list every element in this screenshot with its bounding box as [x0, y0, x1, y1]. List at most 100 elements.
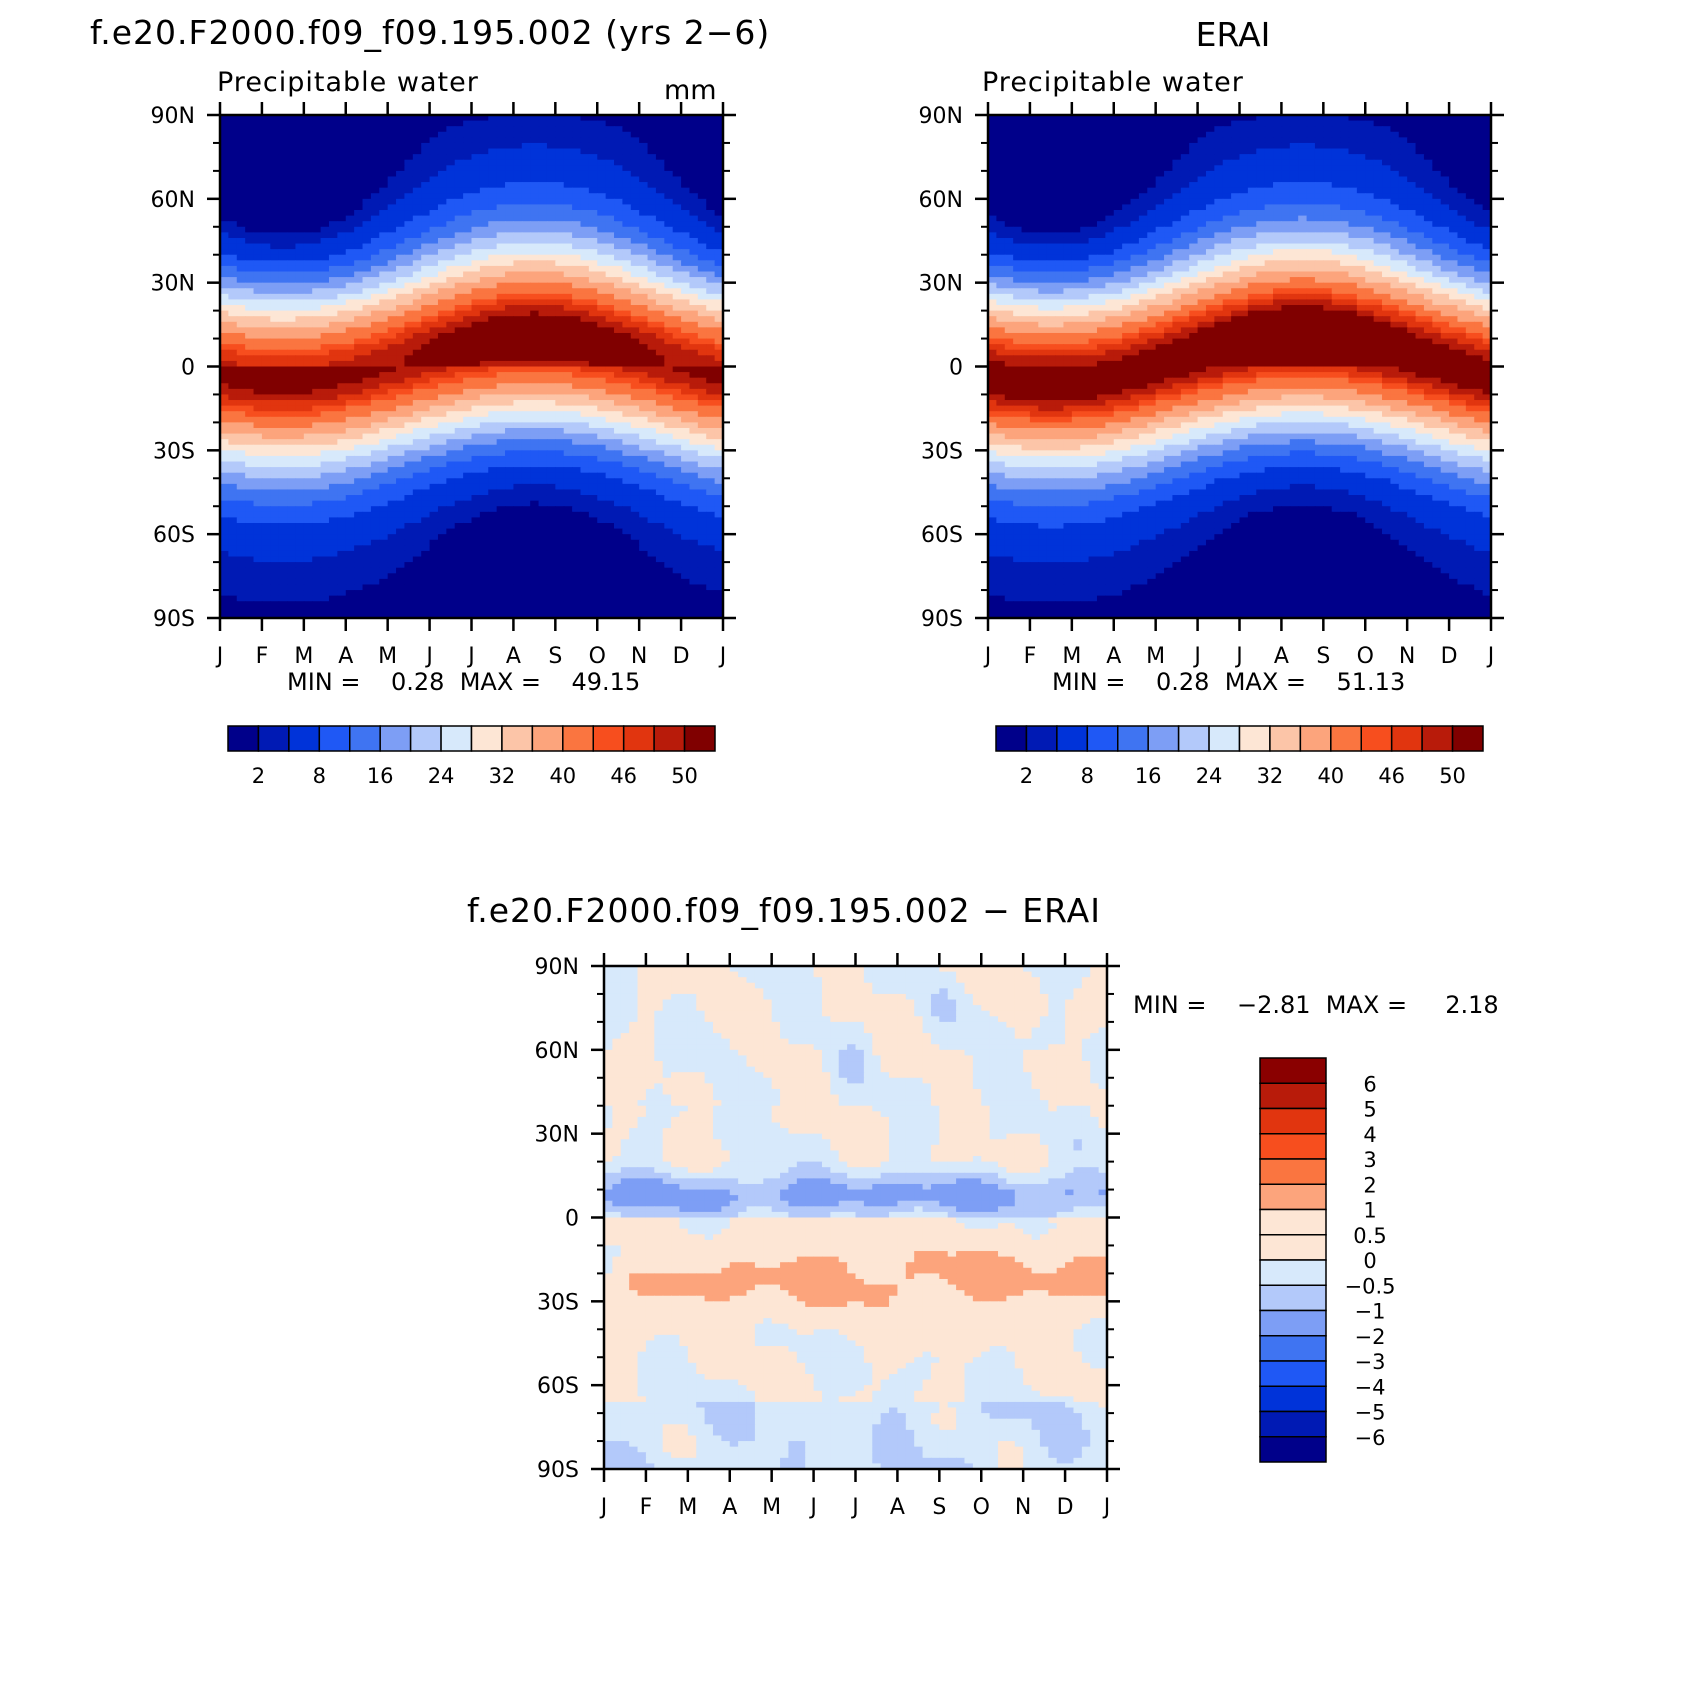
- field-cell: [228, 338, 238, 345]
- field-cell: [287, 126, 297, 133]
- field-cell: [672, 142, 682, 150]
- field-cell: [672, 170, 682, 178]
- field-cell: [639, 483, 649, 491]
- field-cell: [546, 260, 556, 267]
- field-cell: [303, 327, 313, 334]
- field-cell: [588, 254, 598, 261]
- field-cell: [379, 327, 389, 334]
- field-cell: [605, 355, 615, 362]
- field-cell: [647, 483, 657, 491]
- field-cell: [605, 126, 615, 133]
- field-cell: [437, 444, 447, 451]
- field-cell: [261, 142, 271, 150]
- field-cell: [689, 394, 699, 401]
- field-cell: [387, 182, 397, 189]
- field-cell: [320, 282, 330, 289]
- field-cell: [312, 271, 322, 278]
- field-cell: [521, 556, 531, 563]
- field-cell: [429, 260, 439, 267]
- field-cell: [496, 394, 506, 401]
- field-cell: [546, 360, 556, 368]
- field-cell: [396, 522, 406, 530]
- field-cell: [664, 265, 674, 273]
- field-cell: [706, 344, 716, 351]
- field-cell: [471, 556, 481, 563]
- field-cell: [345, 288, 355, 295]
- field-cell: [714, 355, 724, 362]
- field-cell: [379, 271, 389, 278]
- field-cell: [278, 405, 288, 412]
- field-cell: [404, 115, 414, 122]
- field-cell: [563, 360, 573, 368]
- field-cell: [471, 187, 481, 194]
- field-cell: [337, 366, 347, 373]
- field-cell: [228, 204, 238, 211]
- field-cell: [303, 344, 313, 351]
- field-cell: [220, 394, 229, 401]
- field-cell: [655, 165, 665, 172]
- field-cell: [572, 444, 582, 451]
- field-cell: [689, 271, 699, 278]
- field-cell: [328, 455, 338, 463]
- field-cell: [429, 394, 439, 401]
- field-cell: [471, 277, 481, 284]
- field-cell: [220, 204, 229, 211]
- field-cell: [588, 277, 598, 284]
- field-cell: [312, 260, 322, 267]
- field-cell: [328, 411, 338, 418]
- field-cell: [580, 299, 590, 306]
- field-cell: [622, 400, 632, 407]
- field-cell: [706, 310, 716, 317]
- field-cell: [303, 388, 313, 396]
- field-cell: [580, 154, 590, 161]
- field-cell: [471, 500, 481, 507]
- field-cell: [220, 377, 229, 384]
- field-cell: [261, 383, 271, 390]
- field-cell: [655, 405, 665, 412]
- field-cell: [496, 237, 506, 245]
- field-cell: [295, 562, 305, 569]
- field-cell: [236, 126, 246, 133]
- field-cell: [287, 142, 297, 150]
- field-cell: [605, 433, 615, 440]
- field-cell: [253, 478, 263, 485]
- field-cell: [463, 210, 473, 217]
- field-cell: [630, 444, 640, 451]
- field-cell: [614, 299, 623, 306]
- field-cell: [580, 478, 590, 485]
- field-cell: [337, 293, 347, 301]
- field-cell: [379, 377, 389, 384]
- field-cell: [546, 400, 556, 407]
- field-cell: [505, 142, 515, 150]
- field-cell: [446, 327, 456, 334]
- field-cell: [622, 500, 632, 507]
- field-cell: [228, 573, 238, 580]
- field-cell: [220, 528, 229, 535]
- field-cell: [488, 277, 498, 284]
- field-cell: [714, 411, 724, 418]
- field-cell: [446, 517, 456, 524]
- field-cell: [714, 265, 724, 273]
- field-cell: [530, 539, 540, 546]
- field-cell: [505, 277, 515, 284]
- field-cell: [496, 338, 506, 345]
- field-cell: [345, 193, 355, 200]
- field-cell: [597, 405, 607, 412]
- field-cell: [538, 338, 548, 345]
- field-cell: [639, 142, 649, 150]
- field-cell: [320, 562, 330, 569]
- field-cell: [538, 221, 548, 228]
- field-cell: [572, 327, 582, 334]
- field-cell: [362, 517, 372, 524]
- field-cell: [622, 131, 632, 138]
- field-cell: [580, 249, 590, 256]
- field-cell: [446, 187, 456, 194]
- field-cell: [622, 260, 632, 267]
- field-cell: [270, 388, 280, 396]
- field-cell: [588, 539, 598, 546]
- field-cell: [505, 467, 515, 474]
- field-cell: [236, 293, 246, 301]
- field-cell: [614, 545, 623, 552]
- field-cell: [546, 411, 556, 418]
- field-cell: [513, 534, 523, 541]
